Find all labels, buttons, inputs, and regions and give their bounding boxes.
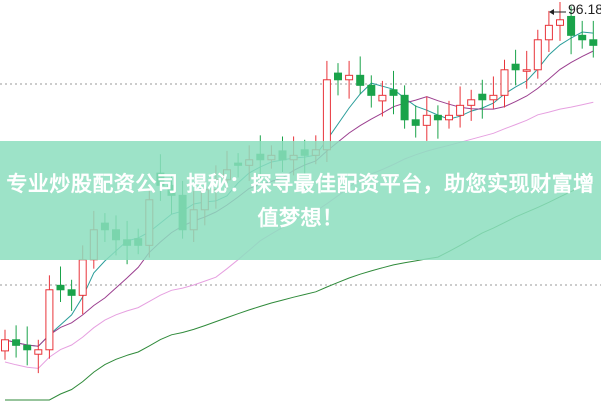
candle — [400, 85, 409, 129]
candle — [456, 86, 465, 128]
candle-body — [556, 19, 564, 26]
candle-body — [78, 259, 87, 296]
candle — [367, 75, 376, 108]
candle — [467, 89, 476, 121]
candle — [422, 96, 431, 141]
candle-body — [422, 114, 431, 126]
candle-body — [389, 89, 398, 96]
candle — [511, 49, 520, 86]
candle — [67, 279, 76, 311]
max-price-label: 96.18 — [568, 1, 601, 17]
candle — [478, 79, 487, 119]
headline-title: 专业炒股配资公司 揭秘：探寻最佳配资平台，助您实现财富增值梦想！ — [6, 171, 595, 230]
candle-body — [489, 94, 498, 101]
candle-body — [478, 93, 487, 101]
candle-body — [445, 114, 453, 121]
candle — [578, 20, 587, 49]
candle-body — [544, 24, 553, 41]
candle — [12, 325, 21, 358]
candle — [589, 20, 598, 58]
candle-body — [500, 69, 509, 96]
candle — [34, 339, 43, 374]
candle — [356, 56, 365, 95]
candle-body — [411, 119, 420, 126]
candle-body — [567, 15, 576, 36]
candle — [433, 105, 442, 139]
candle-body — [522, 69, 531, 72]
candle-body — [12, 339, 21, 346]
candle — [556, 2, 564, 41]
candle — [389, 70, 398, 115]
candle — [345, 60, 354, 99]
candle-body — [433, 114, 442, 121]
candle — [489, 76, 498, 109]
candle-body — [334, 72, 342, 81]
candle-body — [400, 94, 409, 121]
candle-body — [589, 39, 598, 46]
candle — [378, 80, 387, 117]
candle-body — [467, 99, 476, 106]
candle-body — [23, 344, 32, 351]
candle — [56, 266, 65, 302]
candle — [544, 10, 553, 52]
candle-body — [322, 79, 331, 151]
candle-body — [45, 289, 54, 351]
candle-body — [578, 34, 587, 41]
candle — [23, 326, 32, 366]
candle-body — [367, 84, 376, 96]
candle-body — [533, 39, 542, 71]
candle-body — [378, 94, 387, 102]
candle — [500, 59, 509, 108]
candle — [45, 275, 54, 359]
candle-body — [1, 339, 9, 352]
candle-body — [511, 63, 520, 71]
candle-body — [56, 284, 65, 291]
candle — [445, 100, 453, 129]
candle — [1, 329, 9, 360]
candle-body — [456, 104, 465, 116]
candle — [334, 63, 342, 96]
max-price-marker — [549, 9, 566, 15]
candle — [533, 29, 542, 79]
candle-body — [356, 74, 365, 86]
candle-body — [34, 349, 43, 355]
candle-body — [67, 289, 76, 296]
candle — [567, 6, 576, 55]
candle-body — [345, 74, 354, 81]
candle — [411, 105, 420, 138]
headline-banner: 专业炒股配资公司 揭秘：探寻最佳配资平台，助您实现财富增值梦想！ — [0, 141, 601, 260]
candle — [522, 50, 531, 89]
